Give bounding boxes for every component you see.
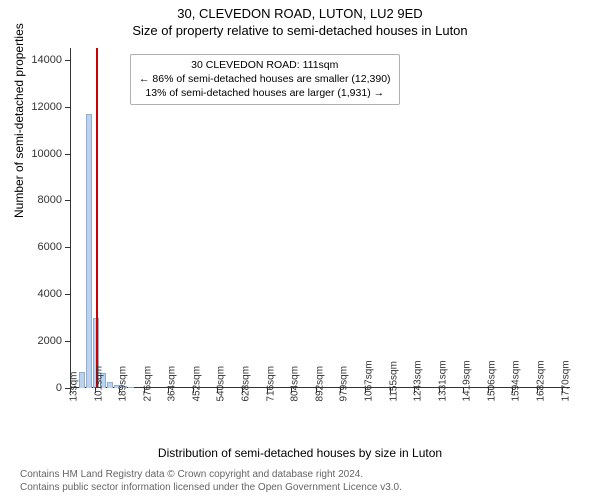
chart-title-subtitle: Size of property relative to semi-detach… xyxy=(0,21,600,38)
ytick-label: 14000 xyxy=(22,54,62,66)
info-line-2: ← 86% of semi-detached houses are smalle… xyxy=(139,72,391,86)
ytick-label: 8000 xyxy=(22,194,62,206)
chart-area: 02000400060008000100001200014000 13sqm10… xyxy=(70,48,570,388)
histogram-bar xyxy=(79,372,85,388)
ytick-label: 4000 xyxy=(22,288,62,300)
ytick-label: 12000 xyxy=(22,101,62,113)
info-box: 30 CLEVEDON ROAD: 111sqm ← 86% of semi-d… xyxy=(130,54,400,105)
ytick-label: 10000 xyxy=(22,148,62,160)
y-axis-line xyxy=(70,48,71,388)
histogram-bar xyxy=(107,382,113,388)
ytick-label: 6000 xyxy=(22,241,62,253)
footer: Contains HM Land Registry data © Crown c… xyxy=(20,468,402,494)
x-axis-label: Distribution of semi-detached houses by … xyxy=(0,446,600,460)
property-marker-line xyxy=(96,48,98,388)
footer-line-1: Contains HM Land Registry data © Crown c… xyxy=(20,468,402,481)
footer-line-2: Contains public sector information licen… xyxy=(20,481,402,494)
histogram-bar xyxy=(128,387,134,388)
info-line-3: 13% of semi-detached houses are larger (… xyxy=(139,86,391,100)
chart-title-address: 30, CLEVEDON ROAD, LUTON, LU2 9ED xyxy=(0,0,600,21)
y-axis-label: Number of semi-detached properties xyxy=(12,23,26,218)
info-line-1: 30 CLEVEDON ROAD: 111sqm xyxy=(139,58,391,72)
histogram-bar xyxy=(86,114,92,388)
ytick-label: 0 xyxy=(22,382,62,394)
ytick-label: 2000 xyxy=(22,335,62,347)
